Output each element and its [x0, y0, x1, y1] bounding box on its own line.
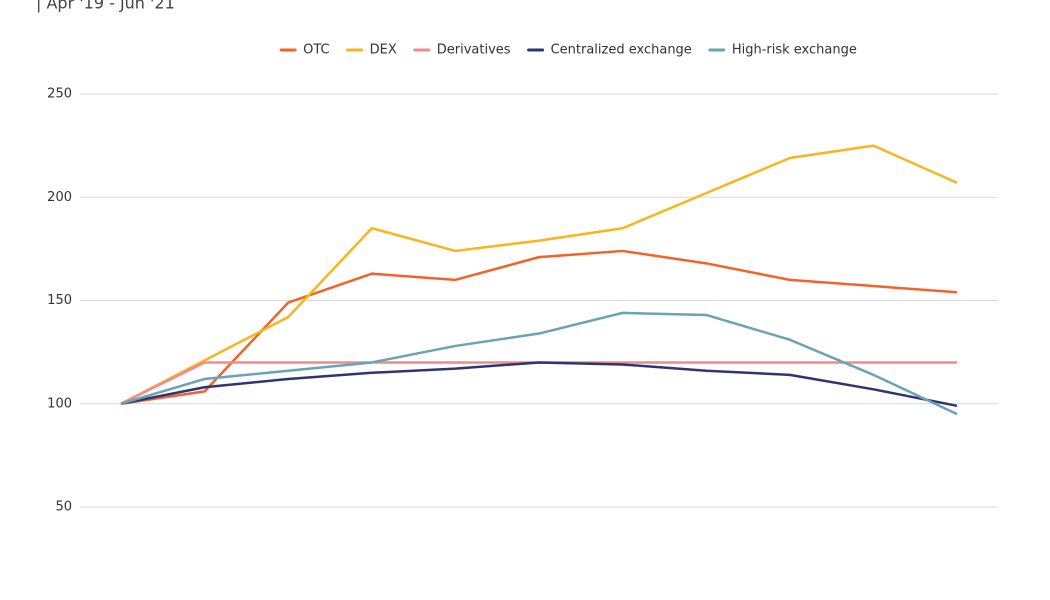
chart-subtitle: | Apr '19 - Jun '21 — [36, 0, 175, 13]
series-line — [120, 311, 958, 416]
legend-label: Derivatives — [437, 43, 511, 58]
series-line — [120, 361, 958, 408]
legend-label: High-risk exchange — [732, 43, 857, 58]
y-tick-label: 250 — [47, 87, 72, 102]
grid: 50 100 150 200 250 — [47, 87, 998, 515]
legend-label: OTC — [303, 43, 330, 58]
y-tick-label: 50 — [55, 500, 72, 515]
series-line — [120, 144, 958, 405]
legend-label: DEX — [370, 43, 397, 58]
y-tick-label: 150 — [47, 293, 72, 308]
legend: OTC DEX Derivatives Centralized exchange Hig… — [279, 43, 857, 58]
lines — [120, 144, 958, 416]
y-tick-label: 200 — [47, 190, 72, 205]
legend-label: Centralized exchange — [551, 43, 692, 58]
y-tick-label: 100 — [47, 396, 72, 411]
